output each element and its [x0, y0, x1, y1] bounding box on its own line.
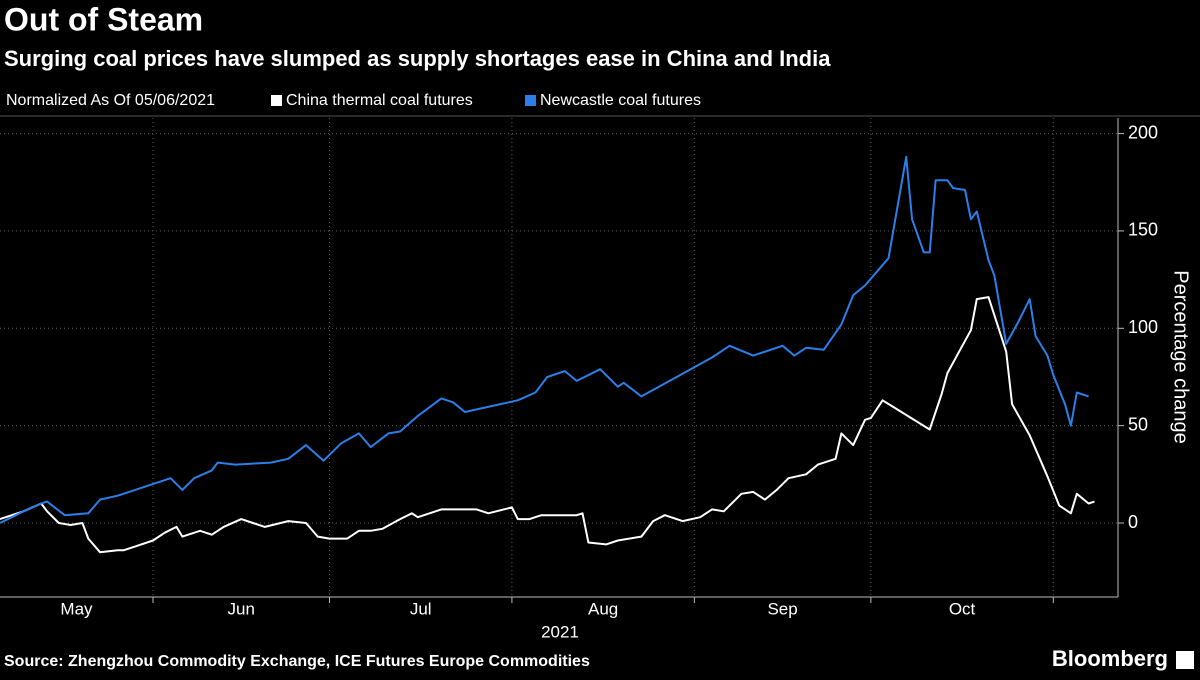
x-tick-label: Jun	[228, 599, 255, 618]
y-axis-label: Percentage change	[1170, 270, 1192, 443]
series-line	[0, 296, 1095, 554]
y-tick-label: 150	[1128, 220, 1158, 240]
legend-swatch	[271, 95, 282, 106]
y-tick-label: 100	[1128, 317, 1158, 337]
x-tick-label: Sep	[767, 599, 797, 618]
y-tick-label: 0	[1128, 512, 1138, 532]
legend-label: China thermal coal futures	[286, 92, 473, 109]
x-tick-label: Aug	[588, 599, 618, 618]
y-tick-label: 50	[1128, 414, 1148, 434]
legend-label: Newcastle coal futures	[540, 92, 701, 109]
legend-swatch	[525, 95, 536, 106]
series-line	[0, 155, 1089, 524]
x-tick-label: May	[60, 599, 93, 618]
chart-subtitle: Surging coal prices have slumped as supp…	[4, 46, 831, 71]
x-tick-label: Jul	[410, 599, 432, 618]
x-tick-label: Oct	[949, 599, 976, 618]
legend-title: Normalized As Of 05/06/2021	[6, 92, 215, 109]
chart-title: Out of Steam	[4, 1, 203, 37]
x-axis-label: 2021	[541, 622, 579, 641]
y-tick-label: 200	[1128, 122, 1158, 142]
brand-icon	[1176, 651, 1194, 669]
brand: Bloomberg	[1052, 646, 1168, 671]
source-note: Source: Zhengzhou Commodity Exchange, IC…	[4, 653, 590, 670]
